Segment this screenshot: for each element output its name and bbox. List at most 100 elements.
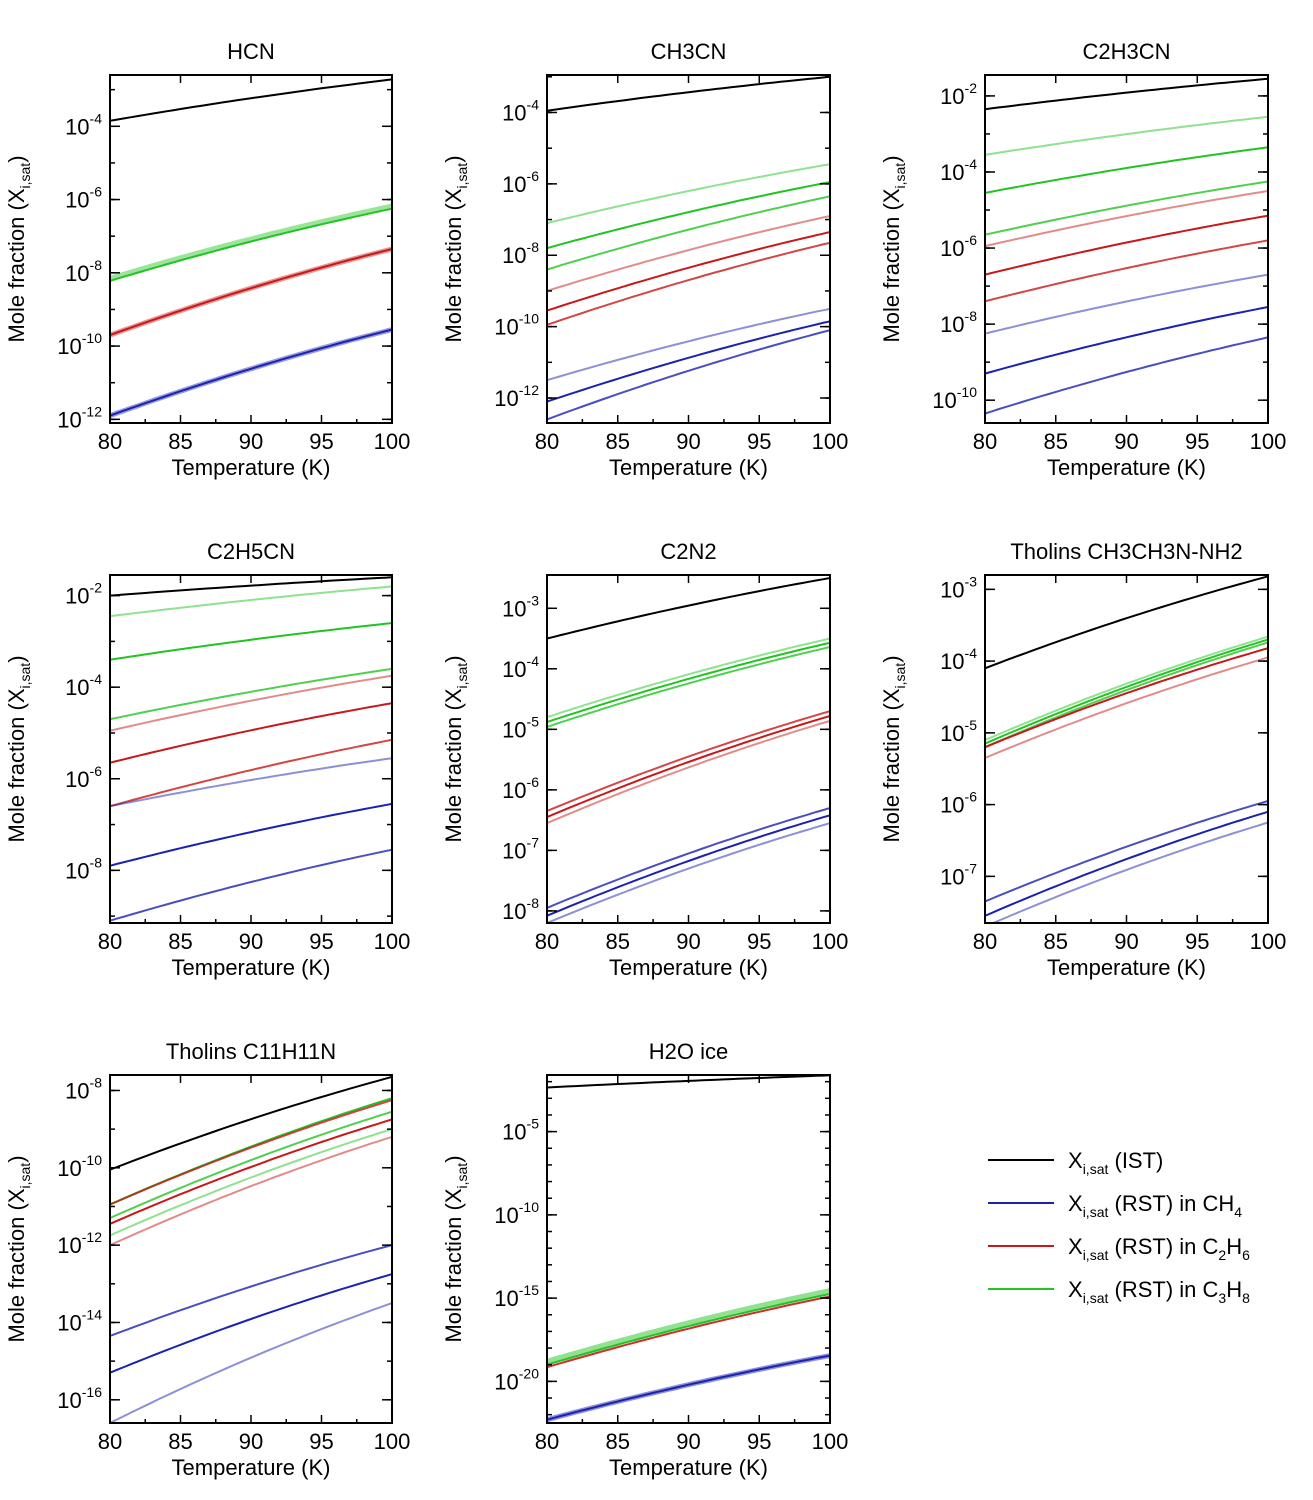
legend: Xi,sat (IST) Xi,sat (RST) in CH4 Xi,sat (R… (988, 1148, 1250, 1306)
y-tick-label: 10-4 (65, 671, 102, 700)
x-tick-label: 85 (606, 1429, 630, 1454)
series-line-ist (547, 577, 830, 640)
series-line-c2h6 (547, 241, 830, 326)
panel-title: C2N2 (660, 539, 716, 564)
series-line-ist (985, 575, 1268, 670)
series-line-ch4 (547, 320, 830, 403)
series-line-ch4 (110, 1302, 392, 1423)
x-tick-label: 90 (676, 1429, 700, 1454)
x-tick-label: 85 (168, 429, 192, 454)
y-tick-label: 10-12 (57, 403, 102, 432)
y-tick-label: 10-4 (940, 156, 977, 185)
y-tick-label: 10-2 (65, 580, 102, 609)
series-line-c2h6 (985, 214, 1268, 276)
x-tick-label: 90 (239, 929, 263, 954)
y-axis-label: Mole fraction (Xi,sat) (879, 655, 908, 842)
x-tick-label: 85 (168, 929, 192, 954)
x-tick-label: 80 (535, 429, 559, 454)
legend-item-c2h6: Xi,sat (RST) in C2H6 (988, 1234, 1250, 1263)
panel-8: H2O ice 80 85 90 95 100 10-5 10-10 10-15 10-20 Tem… (441, 1039, 848, 1480)
x-tick-label: 90 (1114, 429, 1138, 454)
series-line-c2h6 (547, 231, 830, 312)
y-tick-label: 10-10 (932, 384, 977, 413)
series-line-c2h6 (110, 1118, 392, 1225)
panel-2: CH3CN 80 85 90 95 100 10-4 10-6 10-8 10-10 10-12 Te… (441, 39, 848, 480)
series-line-c3h8 (547, 641, 830, 724)
series-line-c3h8 (985, 641, 1268, 749)
series-line-c3h8 (985, 180, 1268, 236)
series-line-c3h8 (110, 203, 392, 281)
y-tick-label: 10-12 (57, 1229, 102, 1258)
series-line-c3h8 (547, 646, 830, 728)
series-line-c2h6 (110, 738, 392, 808)
series-line-c2h6 (985, 647, 1268, 749)
x-tick-label: 95 (1185, 929, 1209, 954)
series-group (547, 75, 830, 421)
series-line-c2h6 (547, 215, 830, 292)
legend-item-ch4: Xi,sat (RST) in CH4 (988, 1191, 1242, 1220)
chart-panels: HCN 80 85 90 95 100 10-4 10-6 10-8 10-10 10-12 Temp… (4, 39, 1286, 1480)
x-tick-label: 80 (973, 429, 997, 454)
series-line-ch4 (547, 807, 830, 909)
series-line-c3h8 (110, 585, 392, 618)
y-tick-label: 10-6 (65, 184, 102, 213)
series-line-c2h6 (110, 1099, 392, 1206)
x-tick-label: 100 (1250, 429, 1287, 454)
series-line-c3h8 (547, 1293, 830, 1366)
series-line-c3h8 (547, 637, 830, 719)
y-tick-label: 10-8 (65, 257, 102, 286)
y-tick-label: 10-8 (502, 239, 539, 268)
x-tick-label: 85 (1044, 429, 1068, 454)
series-line-ch4 (547, 1354, 830, 1421)
series-line-ch4 (110, 1244, 392, 1337)
series-line-ch4 (110, 327, 392, 419)
panel-6: Tholins CH3CH3N-NH2 80 85 90 95 100 10-3 10-4 10… (879, 539, 1286, 980)
x-tick-label: 85 (168, 1429, 192, 1454)
x-tick-label: 85 (606, 429, 630, 454)
series-line-c3h8 (110, 1110, 392, 1220)
series-line-c2h6 (547, 719, 830, 825)
series-line-ch4 (985, 810, 1268, 917)
y-tick-label: 10-3 (502, 592, 539, 621)
y-tick-label: 10-20 (494, 1365, 539, 1394)
series-line-ch4 (110, 802, 392, 867)
series-line-ist (985, 77, 1268, 111)
y-tick-label: 10-5 (502, 1116, 539, 1145)
x-tick-label: 85 (606, 929, 630, 954)
y-tick-label: 10-10 (57, 1152, 102, 1181)
x-tick-label: 100 (374, 929, 411, 954)
y-tick-label: 10-8 (65, 854, 102, 883)
x-tick-label: 80 (973, 929, 997, 954)
plot-frame (546, 1074, 831, 1424)
x-axis-label: Temperature (K) (172, 1455, 331, 1480)
series-line-c2h6 (110, 248, 392, 337)
series-line-ch4 (110, 1273, 392, 1374)
panel-title: H2O ice (649, 1039, 728, 1064)
series-line-c3h8 (547, 181, 830, 250)
series-line-c3h8 (110, 622, 392, 661)
series-line-c3h8 (985, 115, 1268, 156)
y-axis-label: Mole fraction (Xi,sat) (441, 1155, 470, 1342)
y-axis-label: Mole fraction (Xi,sat) (4, 155, 33, 342)
x-tick-label: 100 (812, 929, 849, 954)
y-tick-label: 10-5 (502, 713, 539, 742)
x-tick-label: 100 (812, 429, 849, 454)
x-tick-label: 100 (374, 429, 411, 454)
y-axis-label: Mole fraction (Xi,sat) (441, 155, 470, 342)
x-axis-label: Temperature (K) (172, 455, 331, 480)
plot-frame (109, 1074, 393, 1424)
series-line-ist (110, 576, 392, 597)
x-tick-label: 80 (98, 429, 122, 454)
y-tick-label: 10-10 (57, 330, 102, 359)
y-tick-label: 10-6 (65, 763, 102, 792)
series-line-ch4 (985, 800, 1268, 903)
series-line-c2h6 (110, 674, 392, 732)
y-tick-label: 10-8 (940, 308, 977, 337)
series-line-ch4 (547, 307, 830, 382)
y-tick-label: 10-12 (494, 382, 539, 411)
y-tick-label: 10-4 (65, 110, 102, 139)
panel-5: C2N2 80 85 90 95 100 10-3 10-4 10-5 10-6 10-7 10-8 T… (441, 539, 848, 980)
series-group (110, 1075, 392, 1423)
series-line-ch4 (110, 328, 392, 417)
